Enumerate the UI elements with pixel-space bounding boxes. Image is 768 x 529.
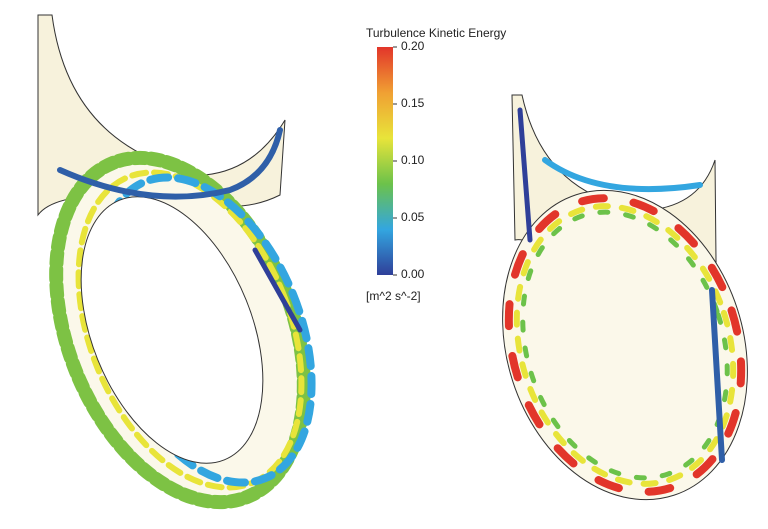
colorbar (377, 47, 393, 275)
duct-flow (709, 287, 725, 463)
ring-outline (502, 189, 748, 501)
left-flow-visualization (37, 14, 316, 510)
duct-flow (517, 107, 533, 243)
duct-flow (542, 157, 703, 193)
ring-flow (504, 194, 746, 496)
ring-inner (80, 196, 264, 464)
colorbar-tick-label: 0.20 (401, 39, 425, 53)
right-flow-visualization (502, 94, 748, 501)
colorbar-tick-label: 0.15 (401, 96, 425, 110)
colorbar-tick-label: 0.05 (401, 210, 425, 224)
ring-flow (513, 203, 737, 487)
colorbar-tick-label: 0.10 (401, 153, 425, 167)
ring-flow (520, 209, 730, 481)
duct-flow (57, 127, 283, 200)
colorbar-title: Turbulence Kinetic Energy (366, 26, 506, 40)
colorbar-unit: [m^2 s^-2] (366, 289, 421, 303)
colorbar-tick-label: 0.00 (401, 267, 425, 281)
duct-flow (252, 247, 303, 333)
